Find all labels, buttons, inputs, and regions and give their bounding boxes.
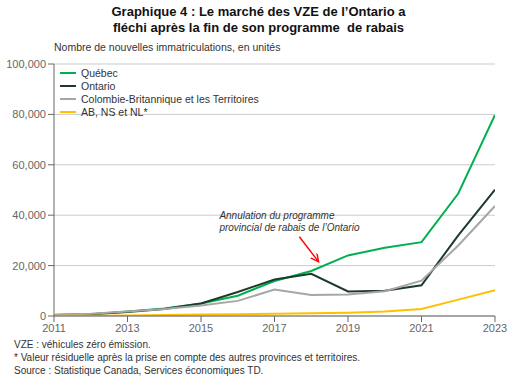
html-text:Québec: Québec — [81, 66, 118, 79]
svg-text:20,000: 20,000 — [12, 260, 46, 272]
html-text:Graphique 4 : Le marché des VZ: Graphique 4 : Le marché des VZE de l’Ont… — [111, 4, 406, 19]
html-text:Source : Statistique Canada, S: Source : Statistique Canada, Services éc… — [14, 365, 264, 376]
svg-text:2015: 2015 — [189, 322, 213, 334]
html-text:AB, NS et NL*: AB, NS et NL* — [81, 105, 148, 118]
html-text:Nombre de nouvelles immatricul: Nombre de nouvelles immatriculations, en… — [54, 41, 281, 53]
svg-text:2013: 2013 — [115, 322, 139, 334]
svg-text:40,000: 40,000 — [12, 209, 46, 221]
svg-text:0: 0 — [40, 310, 46, 322]
svg-text:2019: 2019 — [336, 322, 360, 334]
svg-text:60,000: 60,000 — [12, 159, 46, 171]
html-text:Colombie-Britannique et les Te: Colombie-Britannique et les Territoires — [81, 92, 259, 105]
html-text:Ontario: Ontario — [81, 79, 116, 92]
html-text:* Valeur résiduelle après la p: * Valeur résiduelle après la prise en co… — [14, 352, 361, 363]
svg-text:80,000: 80,000 — [12, 108, 46, 120]
svg-text:100,000: 100,000 — [8, 58, 46, 70]
html-text:VZE : véhicules zéro émission.: VZE : véhicules zéro émission. — [14, 339, 151, 350]
html-text:fléchi après la fin de son pro: fléchi après la fin de son programme de … — [112, 20, 405, 35]
svg-text:2023: 2023 — [483, 322, 507, 334]
svg-text:2017: 2017 — [262, 322, 286, 334]
svg-text:Annulation du programmeprovinc: Annulation du programmeprovincial de rab… — [218, 210, 360, 233]
svg-text:2011: 2011 — [42, 322, 66, 334]
svg-text:2021: 2021 — [409, 322, 433, 334]
